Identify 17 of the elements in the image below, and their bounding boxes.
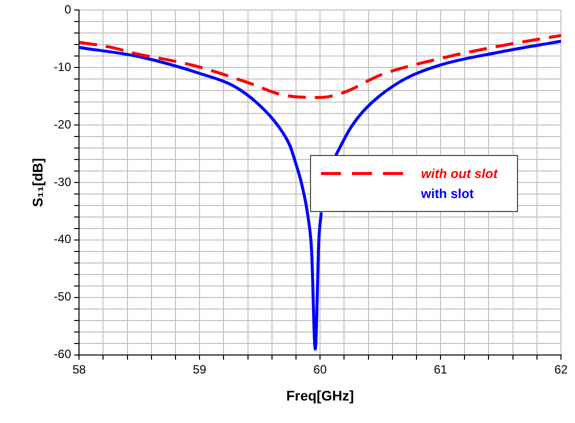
legend-label: with out slot bbox=[421, 166, 498, 182]
line-series bbox=[79, 34, 561, 99]
y-tick-label: -50 bbox=[54, 290, 72, 304]
x-tick-label: 58 bbox=[72, 362, 86, 376]
y-tick-label: -30 bbox=[54, 174, 72, 189]
y-tick-label: -20 bbox=[54, 117, 72, 132]
y-tick-label: -10 bbox=[54, 60, 72, 74]
y-tick-label: 0 bbox=[64, 2, 72, 17]
x-tick-label: 62 bbox=[554, 362, 568, 376]
x-tick-label: 59 bbox=[192, 362, 207, 376]
x-tick-label: 61 bbox=[434, 362, 448, 376]
y-axis-title: S₁₁[dB] bbox=[29, 158, 46, 207]
x-axis-title: Freq[GHz] bbox=[286, 387, 354, 404]
text: with slot bbox=[421, 186, 474, 202]
x-tick-label: 60 bbox=[313, 362, 328, 376]
y-tick-label: -60 bbox=[54, 347, 72, 362]
y-tick-label: -40 bbox=[54, 232, 72, 246]
